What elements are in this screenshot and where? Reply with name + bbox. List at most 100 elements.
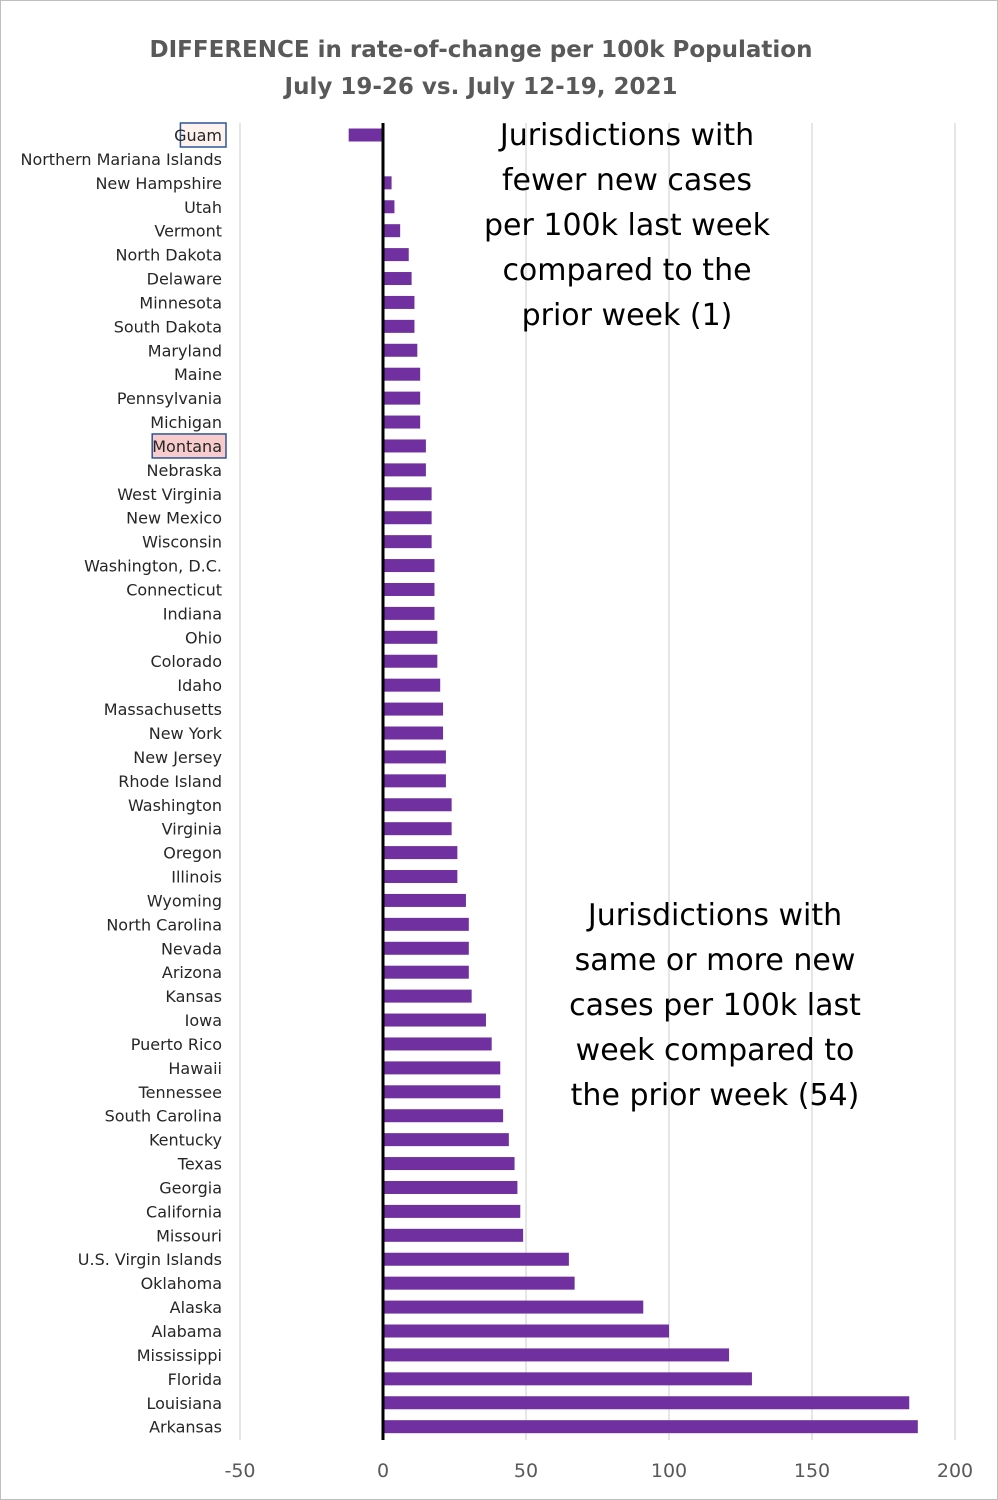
bar bbox=[383, 319, 415, 333]
annotation-line: fewer new cases bbox=[502, 163, 752, 198]
annotation-line: per 100k last week bbox=[484, 208, 771, 243]
category-label: Wyoming bbox=[147, 891, 222, 910]
category-label: Hawaii bbox=[168, 1059, 222, 1078]
x-tick-label: 100 bbox=[651, 1460, 687, 1482]
annotation-line: cases per 100k last bbox=[569, 988, 861, 1023]
annotation-line: compared to the bbox=[502, 253, 751, 288]
annotation-line: the prior week (54) bbox=[571, 1078, 860, 1113]
category-label: Iowa bbox=[185, 1011, 222, 1030]
category-label: Louisiana bbox=[146, 1394, 222, 1413]
x-tick-label: 50 bbox=[514, 1460, 538, 1482]
bar bbox=[383, 1276, 575, 1290]
bar bbox=[383, 965, 469, 979]
category-label: Arkansas bbox=[149, 1418, 222, 1437]
bar bbox=[383, 1204, 521, 1218]
category-label: Connecticut bbox=[126, 580, 222, 599]
category-label: Tennessee bbox=[138, 1083, 222, 1102]
bar bbox=[383, 798, 452, 812]
category-label: Idaho bbox=[177, 676, 222, 695]
category-label: Guam bbox=[174, 126, 222, 145]
category-label: Washington, D.C. bbox=[84, 557, 222, 576]
bar bbox=[348, 128, 383, 142]
category-label: California bbox=[146, 1202, 222, 1221]
bar bbox=[383, 1180, 518, 1194]
bar bbox=[383, 1013, 486, 1027]
category-label: Arizona bbox=[162, 963, 222, 982]
bar bbox=[383, 559, 435, 573]
category-label: Vermont bbox=[154, 222, 222, 241]
category-label: West Virginia bbox=[117, 485, 222, 504]
chart-title: DIFFERENCE in rate-of-change per 100k Po… bbox=[150, 37, 813, 63]
category-label: Maine bbox=[174, 365, 222, 384]
category-label: Washington bbox=[128, 796, 222, 815]
highlight-box bbox=[179, 122, 227, 148]
bar bbox=[383, 1037, 492, 1051]
bar bbox=[383, 343, 418, 357]
category-label: Wisconsin bbox=[142, 533, 222, 552]
category-label: Minnesota bbox=[139, 293, 222, 312]
bar bbox=[383, 822, 452, 836]
category-label: New York bbox=[149, 724, 223, 743]
category-label: Florida bbox=[168, 1370, 222, 1389]
bar bbox=[383, 1133, 509, 1147]
category-label: Utah bbox=[184, 198, 222, 217]
bar bbox=[383, 439, 426, 453]
bar bbox=[383, 917, 469, 931]
bar bbox=[383, 367, 421, 381]
category-label: New Jersey bbox=[133, 748, 222, 767]
bar bbox=[383, 200, 395, 214]
category-label: Indiana bbox=[163, 604, 222, 623]
bar bbox=[383, 272, 412, 286]
category-label: Kentucky bbox=[149, 1131, 222, 1150]
bar bbox=[383, 1252, 569, 1266]
category-label: South Carolina bbox=[105, 1107, 222, 1126]
bar bbox=[383, 1061, 501, 1075]
x-tick-label: -50 bbox=[224, 1460, 255, 1482]
bar bbox=[383, 678, 441, 692]
annotation-more-cases: Jurisdictions with same or more new cases … bbox=[569, 898, 861, 1113]
category-label: Missouri bbox=[156, 1226, 222, 1245]
x-axis-ticks: -50 0 50 100 150 200 bbox=[224, 1460, 973, 1482]
category-label: Pennsylvania bbox=[117, 389, 222, 408]
category-label: New Mexico bbox=[126, 509, 222, 528]
bar bbox=[383, 989, 472, 1003]
bar bbox=[383, 1396, 910, 1410]
bar bbox=[383, 535, 432, 549]
bar bbox=[383, 391, 421, 405]
category-label: Nevada bbox=[161, 939, 222, 958]
annotation-line: same or more new bbox=[575, 943, 856, 978]
bar bbox=[383, 1420, 918, 1434]
category-label: U.S. Virgin Islands bbox=[78, 1250, 222, 1269]
bar bbox=[383, 1324, 669, 1338]
category-label: Delaware bbox=[147, 270, 222, 289]
bar bbox=[383, 702, 444, 716]
annotation-line: Jurisdictions with bbox=[586, 898, 842, 933]
bar bbox=[383, 463, 426, 477]
bar bbox=[383, 1109, 504, 1123]
category-label: Alabama bbox=[151, 1322, 222, 1341]
category-label: Maryland bbox=[148, 341, 222, 360]
chart-subtitle: July 19-26 vs. July 12-19, 2021 bbox=[283, 74, 678, 100]
x-tick-label: 0 bbox=[377, 1460, 389, 1482]
bar bbox=[383, 1348, 730, 1362]
category-label: Montana bbox=[152, 437, 222, 456]
category-label: North Dakota bbox=[115, 246, 222, 265]
bar bbox=[383, 941, 469, 955]
category-label: Texas bbox=[177, 1155, 222, 1174]
category-label: Alaska bbox=[170, 1298, 222, 1317]
annotation-line: week compared to bbox=[576, 1033, 855, 1068]
category-labels: Guam Northern Mariana Islands New Hampshir… bbox=[20, 122, 227, 1437]
bar bbox=[383, 630, 438, 644]
bar bbox=[383, 1300, 644, 1314]
bar bbox=[383, 774, 446, 788]
bar bbox=[383, 750, 446, 764]
gridlines bbox=[239, 123, 956, 1440]
x-tick-label: 150 bbox=[794, 1460, 830, 1482]
highlight-box bbox=[151, 433, 227, 459]
bar bbox=[383, 846, 458, 860]
category-label: Massachusetts bbox=[104, 700, 222, 719]
category-label: Georgia bbox=[159, 1178, 222, 1197]
category-label: Puerto Rico bbox=[131, 1035, 222, 1054]
category-label: Northern Mariana Islands bbox=[20, 150, 222, 169]
